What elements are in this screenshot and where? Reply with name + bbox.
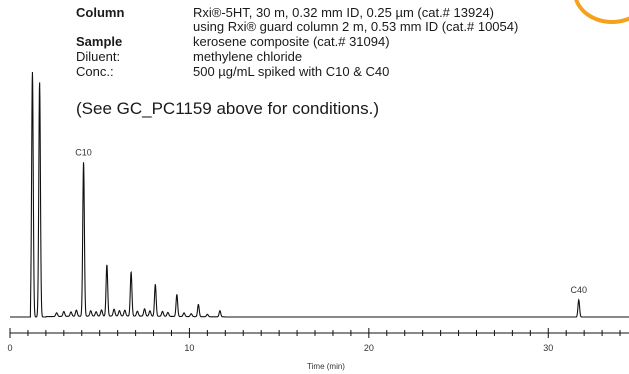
chromatogram-trace <box>10 72 629 318</box>
column-label: Column <box>76 5 125 20</box>
conc-label: Conc.: <box>76 64 114 79</box>
conditions-note: (See GC_PC1159 above for conditions.) <box>76 99 380 118</box>
sample-value: kerosene composite (cat.# 31094) <box>193 34 390 49</box>
x-tick-label: 30 <box>543 343 553 353</box>
x-tick-label: 0 <box>7 343 12 353</box>
peak-label-c10: C10 <box>75 148 92 158</box>
diluent-value: methylene chloride <box>193 49 303 64</box>
x-tick-label: 10 <box>184 343 194 353</box>
conc-value: 500 µg/mL spiked with C10 & C40 <box>193 64 390 79</box>
column-value-line-2: using Rxi® guard column 2 m, 0.53 mm ID … <box>193 19 519 34</box>
sample-label: Sample <box>76 34 123 49</box>
x-tick-label: 20 <box>364 343 374 353</box>
column-value-line-1: Rxi®-5HT, 30 m, 0.32 mm ID, 0.25 µm (cat… <box>193 5 495 20</box>
x-axis-title: Time (min) <box>307 362 345 371</box>
diluent-label: Diluent: <box>76 49 121 64</box>
peak-labels: C10 C40 <box>75 148 587 295</box>
x-axis-ticks: 0 10 20 30 <box>7 328 621 353</box>
peak-label-c40: C40 <box>571 285 588 295</box>
